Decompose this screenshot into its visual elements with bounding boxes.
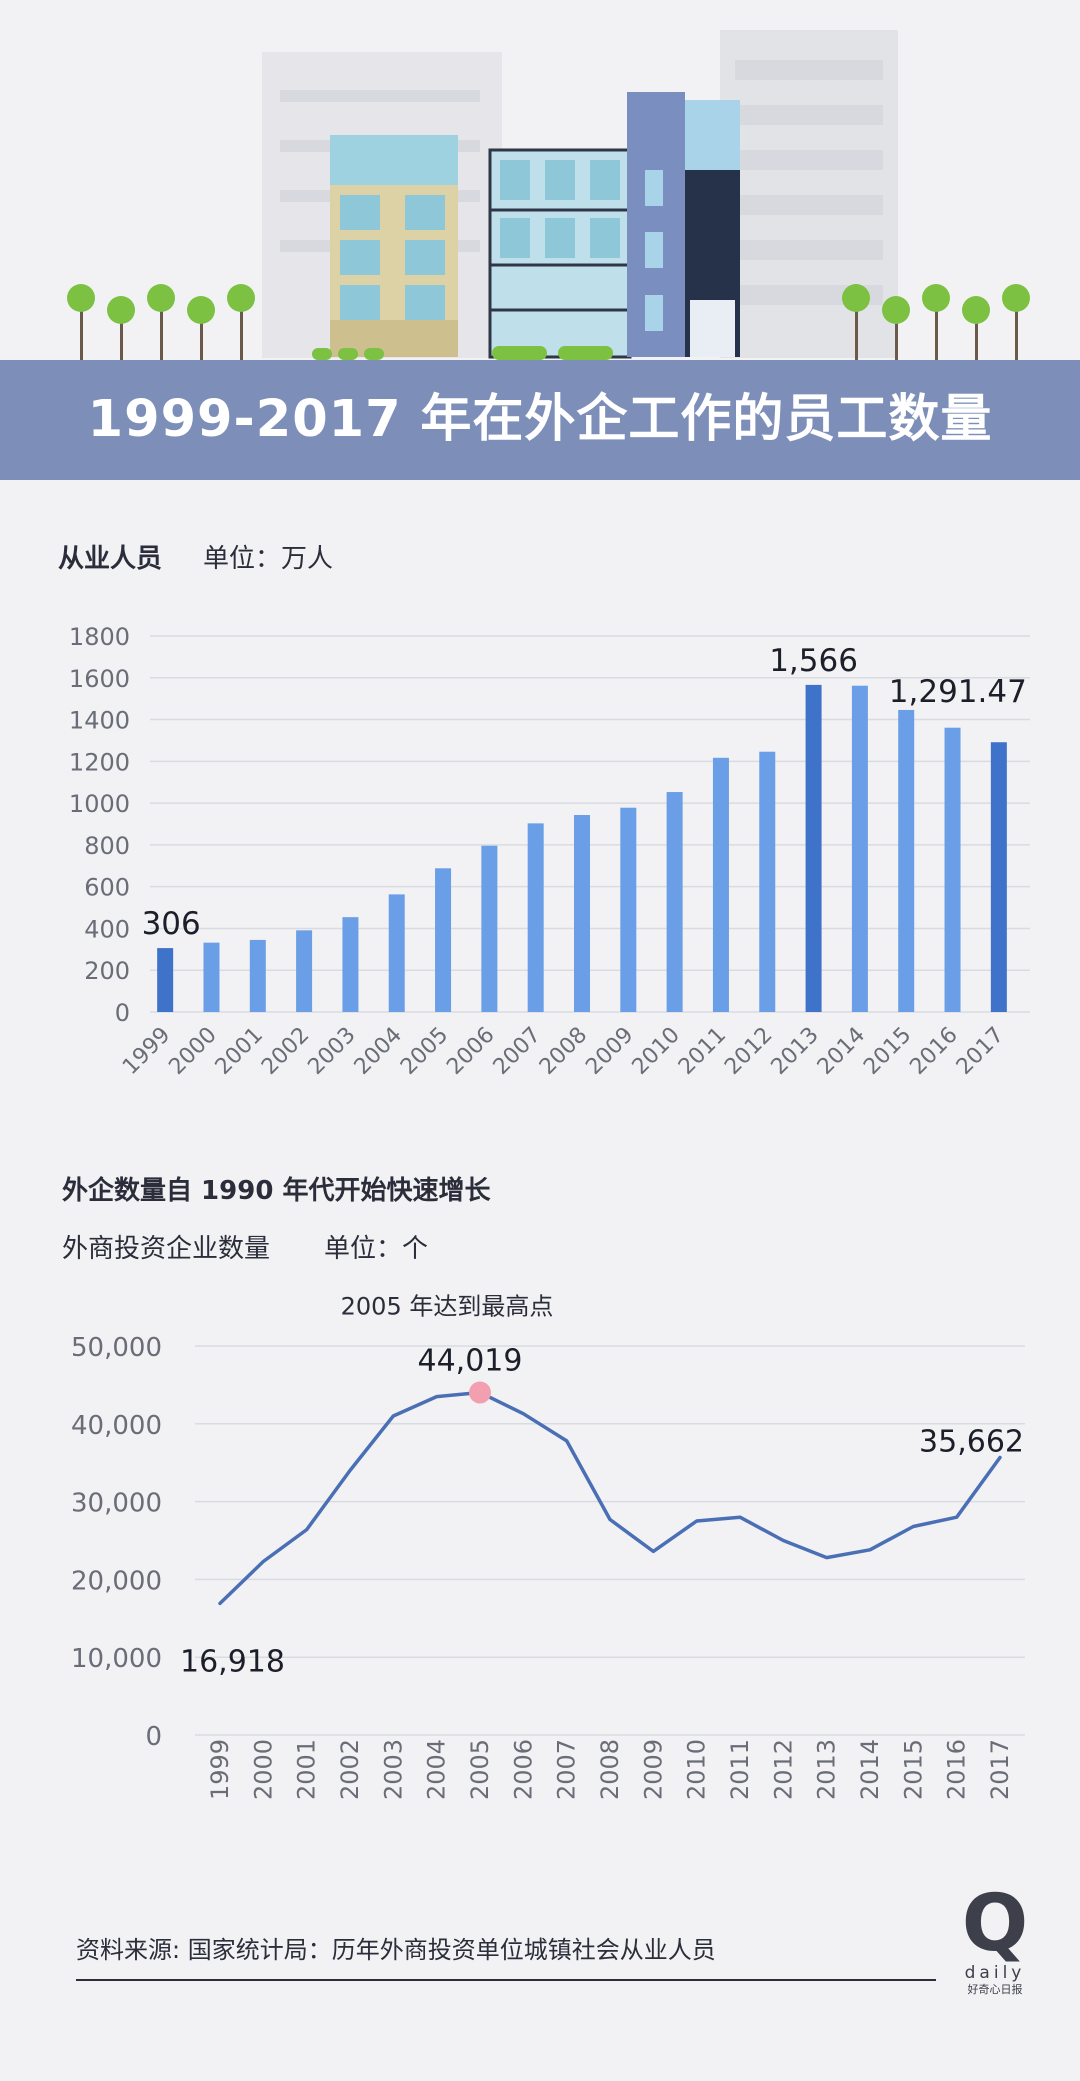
bar: [759, 751, 776, 1012]
peak-note: 2005 年达到最高点: [341, 1293, 554, 1321]
data-label: 16,918: [180, 1644, 285, 1679]
y-tick-label: 30,000: [71, 1489, 162, 1519]
bar: [527, 823, 544, 1012]
x-tick-label: 1999: [206, 1739, 234, 1800]
logo-tagline: 好奇心日报: [967, 1983, 1023, 1996]
page-title: 1999-2017 年在外企工作的员工数量: [87, 390, 993, 449]
y-tick-label: 20,000: [71, 1566, 162, 1596]
data-label: 1,291.47: [889, 674, 1027, 710]
source-divider: [76, 1979, 936, 1981]
x-tick-label: 2014: [856, 1739, 884, 1800]
logo-mark: Q: [961, 1879, 1029, 1969]
title-banner: 1999-2017 年在外企工作的员工数量: [0, 360, 1080, 480]
y-tick-label: 10,000: [71, 1644, 162, 1674]
x-tick-label: 2000: [249, 1739, 277, 1800]
buildings-illustration: [0, 0, 1080, 360]
data-label: 306: [142, 906, 201, 942]
bar: [944, 727, 961, 1012]
y-tick-label: 1400: [69, 707, 130, 735]
x-tick-label: 2015: [859, 1023, 916, 1080]
bar: [574, 815, 590, 1012]
x-tick-label: 2009: [581, 1023, 638, 1080]
y-tick-label: 800: [84, 832, 130, 860]
x-tick-label: 2003: [303, 1023, 360, 1080]
y-tick-label: 0: [115, 999, 130, 1027]
bar: [435, 868, 452, 1012]
bar: [851, 685, 868, 1012]
qdaily-logo: Q daily 好奇心日报: [955, 1885, 1035, 2005]
x-tick-label: 2015: [899, 1739, 927, 1800]
bar: [481, 845, 498, 1012]
y-tick-label: 1800: [69, 623, 130, 651]
x-tick-label: 2004: [423, 1739, 451, 1800]
y-tick-label: 600: [84, 874, 130, 902]
bar: [666, 792, 683, 1012]
bar: [805, 684, 822, 1012]
y-tick-label: 1200: [69, 748, 130, 776]
x-tick-label: 2012: [769, 1739, 797, 1800]
bar: [342, 917, 359, 1012]
x-tick-label: 2003: [379, 1739, 407, 1800]
x-tick-label: 2012: [720, 1023, 777, 1080]
x-tick-label: 2017: [986, 1739, 1014, 1800]
data-label: 35,662: [919, 1425, 1024, 1460]
bar: [157, 948, 174, 1012]
x-tick-label: 2010: [628, 1023, 685, 1080]
x-tick-label: 2006: [442, 1023, 499, 1080]
data-label: 1,566: [769, 643, 858, 679]
y-tick-label: 1000: [69, 790, 130, 818]
logo-word: daily: [964, 1963, 1026, 1983]
x-tick-label: 2002: [257, 1023, 314, 1080]
bar: [712, 757, 729, 1012]
x-tick-label: 2007: [553, 1739, 581, 1800]
bar: [990, 742, 1007, 1012]
x-tick-label: 2005: [466, 1739, 494, 1800]
y-tick-label: 50,000: [71, 1333, 162, 1363]
bar: [203, 942, 220, 1012]
y-tick-label: 0: [145, 1722, 162, 1752]
peak-marker: [469, 1381, 491, 1404]
employees-bar-chart: 0200400600800100012001400160018001999200…: [69, 623, 1030, 1080]
x-tick-label: 2008: [596, 1739, 624, 1800]
x-tick-label: 2007: [489, 1023, 546, 1080]
x-tick-label: 2005: [396, 1023, 453, 1080]
x-tick-label: 2016: [905, 1023, 962, 1080]
bar: [388, 894, 405, 1012]
bar: [249, 939, 266, 1012]
source-note: 资料来源: 国家统计局：历年外商投资单位城镇社会从业人员: [76, 1936, 716, 1964]
chart2-title: 外企数量自 1990 年代开始快速增长: [62, 1176, 491, 1206]
x-tick-label: 2011: [674, 1023, 731, 1080]
chart2-subtitle: 外商投资企业数量: [62, 1234, 271, 1264]
x-tick-label: 1999: [118, 1023, 175, 1080]
x-tick-label: 2011: [726, 1739, 754, 1800]
x-tick-label: 2009: [639, 1739, 667, 1800]
x-tick-label: 2013: [813, 1739, 841, 1800]
series-line: [218, 1390, 1002, 1606]
x-tick-label: 2002: [336, 1739, 364, 1800]
enterprises-line-chart: 0 10,000 20,000 30,000 40,000 50,000 1999 2000 2…: [71, 1293, 1025, 1800]
chart1-unit: 单位：万人: [203, 544, 334, 574]
y-tick-label: 400: [84, 915, 130, 943]
bar: [296, 930, 313, 1012]
bar: [898, 709, 915, 1012]
x-tick-label: 2004: [350, 1023, 407, 1080]
x-tick-label: 2008: [535, 1023, 592, 1080]
x-tick-label: 2017: [952, 1023, 1009, 1080]
x-tick-label: 2016: [943, 1739, 971, 1800]
x-tick-label: 2014: [813, 1023, 870, 1080]
x-tick-label: 2001: [293, 1739, 321, 1800]
bar: [620, 807, 637, 1012]
chart1-title: 从业人员: [58, 544, 163, 574]
x-tick-label: 2013: [767, 1023, 824, 1080]
chart2-unit: 单位：个: [324, 1234, 429, 1264]
x-tick-label: 2006: [509, 1739, 537, 1800]
x-tick-label: 2000: [164, 1023, 221, 1080]
y-tick-label: 40,000: [71, 1411, 162, 1441]
y-tick-label: 200: [84, 957, 130, 985]
x-tick-label: 2001: [211, 1023, 268, 1080]
y-tick-label: 1600: [69, 665, 130, 693]
x-tick-label: 2010: [683, 1739, 711, 1800]
data-label: 44,019: [418, 1344, 523, 1379]
